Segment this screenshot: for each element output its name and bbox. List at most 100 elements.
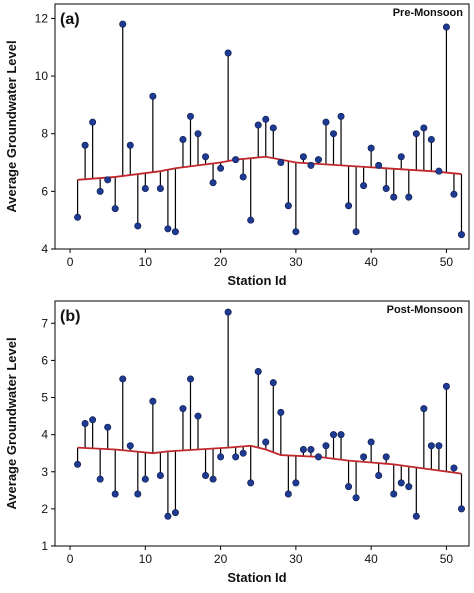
data-point: [307, 445, 315, 453]
data-point: [405, 193, 413, 201]
data-point: [314, 156, 322, 164]
data-point: [299, 445, 307, 453]
data-point: [262, 115, 270, 123]
data-point: [337, 112, 345, 120]
data-point: [179, 405, 187, 413]
x-tick-label: 0: [67, 552, 74, 566]
data-point: [405, 483, 413, 491]
data-point: [360, 453, 368, 461]
data-point: [202, 153, 210, 161]
data-point: [96, 187, 104, 195]
data-point: [345, 202, 353, 210]
data-point: [457, 231, 465, 239]
y-tick-label: 3: [41, 465, 48, 479]
panel-label: (b): [60, 308, 80, 325]
data-point: [141, 475, 149, 483]
x-tick-label: 40: [364, 255, 378, 269]
y-axis-title: Average Groundwater Level: [4, 40, 19, 212]
data-point: [164, 512, 172, 520]
data-point: [367, 438, 375, 446]
data-point: [126, 141, 134, 149]
y-axis-title: Average Groundwater Level: [4, 337, 19, 509]
data-point: [412, 130, 420, 138]
data-point: [164, 225, 172, 233]
season-label: Pre-Monsoon: [393, 7, 464, 19]
data-point: [232, 453, 240, 461]
data-point: [450, 190, 458, 198]
x-tick-label: 10: [139, 255, 153, 269]
data-point: [89, 416, 97, 424]
data-point: [412, 512, 420, 520]
data-point: [239, 449, 247, 457]
data-point: [352, 228, 360, 236]
data-point: [171, 509, 179, 517]
data-point: [179, 135, 187, 143]
chart-svg: 0 10 20 30 40 50 1 2 3 4 5 6 7 (b) Post-Monsoon Station…: [4, 300, 470, 585]
panel-b: 0 10 20 30 40 50 1 2 3 4 5 6 7 (b) Post-Monsoon Station…: [0, 297, 474, 593]
x-tick-label: 0: [67, 255, 74, 269]
data-point: [269, 379, 277, 387]
data-point: [89, 118, 97, 126]
data-point: [186, 375, 194, 383]
data-point: [435, 167, 443, 175]
data-point: [247, 479, 255, 487]
y-tick-label: 6: [41, 184, 48, 198]
data-point: [156, 184, 164, 192]
data-point: [292, 479, 300, 487]
fitted-line: [77, 155, 462, 181]
data-point: [307, 161, 315, 169]
data-point: [322, 442, 330, 450]
data-point: [390, 490, 398, 498]
data-point: [277, 408, 285, 416]
data-point: [111, 205, 119, 213]
data-point: [420, 124, 428, 132]
data-point: [269, 124, 277, 132]
data-point: [134, 222, 142, 230]
y-tick-label: 4: [41, 428, 48, 442]
data-point: [209, 475, 217, 483]
chart-svg: 0 10 20 30 40 50 4 6 8 10 12 (a) Pre-Monsoon Station …: [4, 3, 470, 288]
data-point: [126, 442, 134, 450]
data-point: [427, 135, 435, 143]
data-point: [299, 153, 307, 161]
data-point: [149, 397, 157, 405]
y-tick-label: 2: [41, 502, 48, 516]
data-point: [239, 173, 247, 181]
x-tick-label: 20: [214, 552, 228, 566]
data-point: [360, 182, 368, 190]
data-point: [254, 121, 262, 129]
data-point: [397, 153, 405, 161]
data-point: [330, 431, 338, 439]
x-axis-title: Station Id: [227, 570, 286, 585]
data-point: [352, 494, 360, 502]
data-point: [74, 213, 82, 221]
data-point: [104, 176, 112, 184]
y-tick-label: 4: [41, 242, 48, 256]
data-point: [292, 228, 300, 236]
data-point: [224, 308, 232, 316]
season-label: Post-Monsoon: [387, 304, 464, 316]
y-tick-label: 6: [41, 353, 48, 367]
data-point: [134, 490, 142, 498]
data-point: [284, 490, 292, 498]
x-tick-label: 30: [289, 255, 303, 269]
data-point: [209, 179, 217, 187]
data-point: [420, 405, 428, 413]
data-point: [81, 420, 89, 428]
x-tick-label: 40: [364, 552, 378, 566]
panel-label: (a): [60, 11, 80, 28]
data-point: [435, 442, 443, 450]
data-point: [96, 475, 104, 483]
data-point: [457, 505, 465, 513]
data-point: [284, 202, 292, 210]
data-point: [247, 216, 255, 224]
data-point: [382, 184, 390, 192]
data-point: [171, 228, 179, 236]
data-point: [217, 164, 225, 172]
data-point: [382, 453, 390, 461]
data-point: [337, 431, 345, 439]
data-point: [217, 453, 225, 461]
y-tick-label: 5: [41, 391, 48, 405]
y-tick-label: 10: [35, 69, 49, 83]
y-tick-label: 8: [41, 127, 48, 141]
